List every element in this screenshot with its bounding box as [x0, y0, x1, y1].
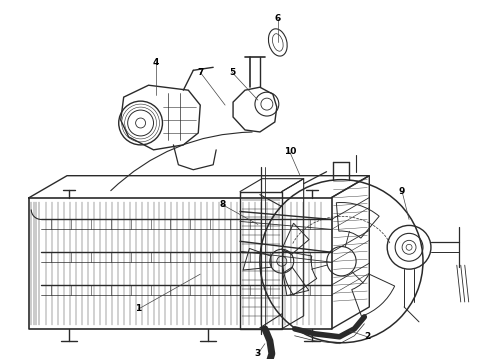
Text: 9: 9 — [399, 187, 405, 196]
Text: 10: 10 — [284, 147, 296, 156]
Text: 7: 7 — [197, 68, 203, 77]
Text: 5: 5 — [229, 68, 235, 77]
Text: 3: 3 — [255, 349, 261, 358]
Text: 8: 8 — [219, 200, 225, 209]
Text: 2: 2 — [364, 332, 370, 341]
Text: 1: 1 — [135, 305, 142, 314]
Text: 4: 4 — [152, 58, 159, 67]
Text: 6: 6 — [275, 14, 281, 23]
